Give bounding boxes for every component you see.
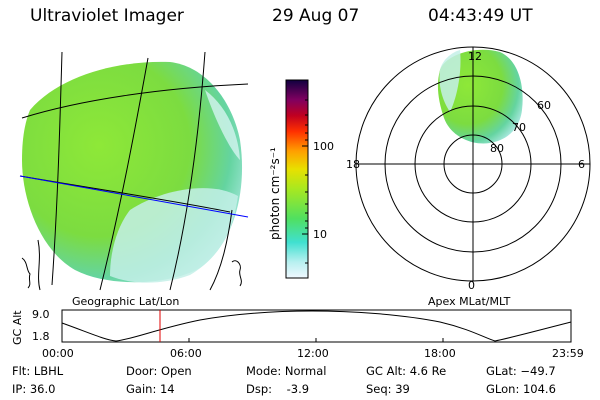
mlt-label-12: 12 — [468, 50, 482, 63]
altitude-xtick-1: 06:00 — [170, 347, 202, 360]
edge-highlight — [205, 90, 240, 160]
altitude-xtick-0: 00:00 — [42, 347, 74, 360]
instrument-title: Ultraviolet Imager — [30, 6, 184, 26]
info-ip: IP: 36.0 — [12, 382, 56, 396]
apex-label: Apex MLat/MLT — [428, 295, 511, 308]
info-flt: Flt: LBHL — [12, 364, 64, 378]
track-line — [19, 175, 249, 218]
info-gain: Gain: 14 — [126, 382, 175, 396]
lat-lon-grid — [19, 51, 249, 291]
polar-low-region — [439, 50, 461, 112]
altitude-ytick-min: 1.8 — [32, 330, 50, 343]
polar-plot: 12 18 6 0 60 70 80 — [346, 46, 591, 292]
lat-label-80: 80 — [490, 142, 504, 155]
altitude-plot: 9.0 1.8 GC Alt 00:00 06:00 12:00 18:00 2… — [11, 308, 584, 360]
lat-label-60: 60 — [537, 99, 551, 112]
colorbar-tick-100: 100 — [313, 140, 334, 153]
colorbar-ticks — [302, 99, 308, 264]
colorbar: 100 10 photon cm⁻²s⁻¹ — [268, 79, 334, 279]
altitude-plot-frame — [61, 309, 572, 343]
colorbar-gradient — [285, 79, 309, 279]
info-mode: Mode: Normal — [246, 364, 327, 378]
info-glon: GLon: 104.6 — [486, 382, 556, 396]
info-glat: GLat: −49.7 — [486, 364, 556, 378]
observation-date: 29 Aug 07 — [272, 6, 360, 26]
observation-time: 04:43:49 UT — [428, 6, 533, 26]
low-intensity-region — [110, 188, 238, 283]
info-door: Door: Open — [126, 364, 192, 378]
altitude-xtick-2: 12:00 — [297, 347, 329, 360]
lat-label-70: 70 — [512, 121, 526, 134]
altitude-ytick-max: 9.0 — [32, 308, 50, 321]
info-seq: Seq: 39 — [366, 382, 410, 396]
geographic-label: Geographic Lat/Lon — [72, 295, 179, 308]
altitude-xticks — [61, 338, 572, 342]
colorbar-tick-10: 10 — [313, 228, 327, 241]
altitude-xtick-4: 23:59 — [552, 347, 584, 360]
altitude-ylabel: GC Alt — [11, 310, 24, 345]
mlt-label-6: 6 — [578, 158, 585, 171]
altitude-curve — [61, 310, 572, 342]
info-gc-alt: GC Alt: 4.6 Re — [366, 364, 447, 378]
coastline — [21, 257, 242, 289]
info-dsp: Dsp: -3.9 — [246, 382, 310, 396]
altitude-xtick-3: 18:00 — [424, 347, 456, 360]
polar-grid — [355, 46, 591, 282]
mlt-label-0: 0 — [468, 279, 475, 292]
colorbar-unit-label: photon cm⁻²s⁻¹ — [268, 147, 282, 240]
mlt-label-18: 18 — [346, 158, 360, 171]
geographic-image — [19, 51, 249, 291]
